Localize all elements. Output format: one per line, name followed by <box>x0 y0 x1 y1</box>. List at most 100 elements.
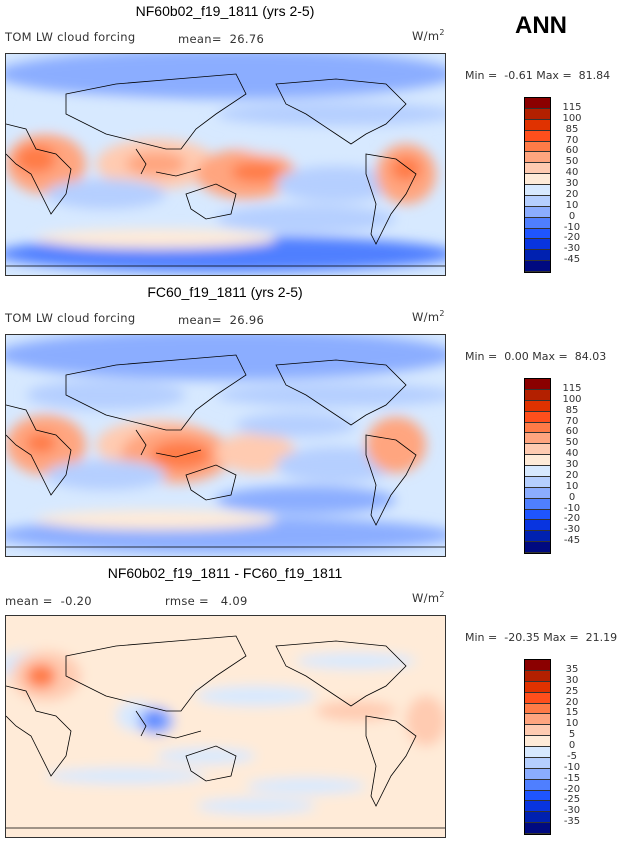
min-value: -20.35 <box>504 631 540 644</box>
contour-region <box>151 441 211 469</box>
colorbar-tick-label: -45 <box>563 535 581 547</box>
contour-region <box>236 132 356 156</box>
colorbar <box>524 659 551 835</box>
colorbar-tick-label: 40 <box>565 167 579 179</box>
mean-value: -0.20 <box>60 594 92 608</box>
colorbar-swatch <box>525 411 550 423</box>
map-panel <box>5 615 446 838</box>
colorbar-swatch <box>525 779 550 791</box>
colorbar-swatch <box>525 217 550 229</box>
colorbar-tick-label: 30 <box>565 178 579 189</box>
colorbar-tick-label: 10 <box>565 718 579 730</box>
contour-region <box>216 433 296 473</box>
colorbar-tick-label: 20 <box>565 469 579 481</box>
contour-region <box>46 460 166 490</box>
rmse-label: rmse = 4.09 <box>165 594 248 608</box>
units-label: W/m2 <box>412 590 445 605</box>
contour-region <box>366 417 426 473</box>
colorbar-tick-label: 70 <box>565 134 579 146</box>
contour-region <box>231 162 281 182</box>
colorbar-tick-label: 50 <box>565 156 579 168</box>
colorbar-swatch <box>525 379 550 390</box>
contour-region <box>216 383 445 407</box>
colorbar-swatch <box>525 119 550 131</box>
colorbar-swatch <box>525 476 550 488</box>
panel-title: NF60b02_f19_1811 - FC60_f19_1811 <box>107 565 343 581</box>
max-value: 21.19 <box>585 631 618 644</box>
colorbar-swatch <box>525 823 550 834</box>
contour-region <box>216 205 396 233</box>
colorbar-swatch <box>525 261 550 272</box>
colorbar-tick-label: 25 <box>565 685 579 697</box>
contour-region <box>236 413 356 437</box>
contour-region <box>26 380 186 410</box>
colorbar-tick-label: 60 <box>565 145 579 157</box>
colorbar-tick-label: 60 <box>565 426 579 438</box>
colorbar-tick-label: -20 <box>563 783 581 795</box>
colorbar-tick-label: 30 <box>565 459 579 470</box>
colorbar-swatch <box>525 531 550 543</box>
mean-value: 26.76 <box>229 32 265 46</box>
colorbar-tick-label: 20 <box>565 188 579 200</box>
colorbar-tick-label: 85 <box>565 123 579 135</box>
colorbar-swatch <box>525 703 550 715</box>
coastlines <box>6 635 445 829</box>
colorbar-tick-label: -10 <box>563 761 581 773</box>
colorbar-tick-label: 10 <box>565 480 579 492</box>
colorbar-tick-label: -30 <box>563 243 581 255</box>
colorbar-tick-label: -30 <box>563 524 581 536</box>
colorbar-tick-label: -15 <box>563 772 581 784</box>
colorbar-swatch <box>525 152 550 164</box>
contour-region <box>36 510 276 530</box>
contour-region <box>406 696 445 746</box>
units-label: W/m2 <box>412 28 445 43</box>
min-max-label: Min = 0.00 Max = 84.03 <box>465 350 607 363</box>
colorbar-tick-label: 50 <box>565 437 579 449</box>
colorbar-swatch <box>525 790 550 802</box>
colorbar-swatch <box>525 714 550 726</box>
colorbar-swatch <box>525 801 550 813</box>
colorbar-tick-label: -10 <box>563 502 581 514</box>
variable-label: TOM LW cloud forcing <box>5 30 136 44</box>
contour-region <box>16 145 56 173</box>
colorbar-swatch <box>525 422 550 434</box>
mean-label: mean= 26.76 <box>178 32 265 46</box>
colorbar-swatch <box>525 444 550 456</box>
colorbar-tick-label: 70 <box>565 415 579 427</box>
colorbar-swatch <box>525 681 550 693</box>
colorbar-swatch <box>525 239 550 251</box>
contour-region <box>296 653 416 669</box>
mean-value: 26.96 <box>229 313 265 327</box>
colorbar-tick-label: 100 <box>562 112 582 124</box>
contour-region <box>391 157 421 181</box>
mean-label: mean= 26.96 <box>178 313 265 327</box>
colorbar-tick-label: -10 <box>563 221 581 233</box>
colorbar-tick-label: -5 <box>567 750 577 762</box>
contour-region <box>26 99 186 129</box>
contour-region <box>26 433 56 453</box>
colorbar-tick-label: 0 <box>568 740 576 751</box>
colorbar-swatch <box>525 108 550 120</box>
colorbar-swatch <box>525 509 550 521</box>
contour-region <box>216 486 396 514</box>
colorbar-swatch <box>525 725 550 737</box>
contour-region <box>126 152 186 176</box>
coastlines <box>6 354 445 548</box>
colorbar-tick-label: 115 <box>562 101 582 113</box>
colorbar-tick-label: -20 <box>563 232 581 244</box>
mean-label: mean = -0.20 <box>5 594 92 608</box>
panel-title: FC60_f19_1811 (yrs 2-5) <box>147 284 303 300</box>
min-value: -0.61 <box>504 69 533 82</box>
colorbar-swatch <box>525 389 550 401</box>
colorbar-swatch <box>525 141 550 153</box>
colorbar-swatch <box>525 228 550 240</box>
colorbar-swatch <box>525 520 550 532</box>
colorbar-tick-label: 0 <box>568 210 576 222</box>
colorbar-tick-label: 35 <box>565 663 579 675</box>
colorbar-tick-label: -25 <box>563 794 581 806</box>
contour-region <box>6 335 445 380</box>
colorbar-tick-label: 10 <box>565 199 579 211</box>
colorbar-swatch <box>525 757 550 769</box>
colorbar-swatch <box>525 542 550 553</box>
colorbar <box>524 97 551 273</box>
